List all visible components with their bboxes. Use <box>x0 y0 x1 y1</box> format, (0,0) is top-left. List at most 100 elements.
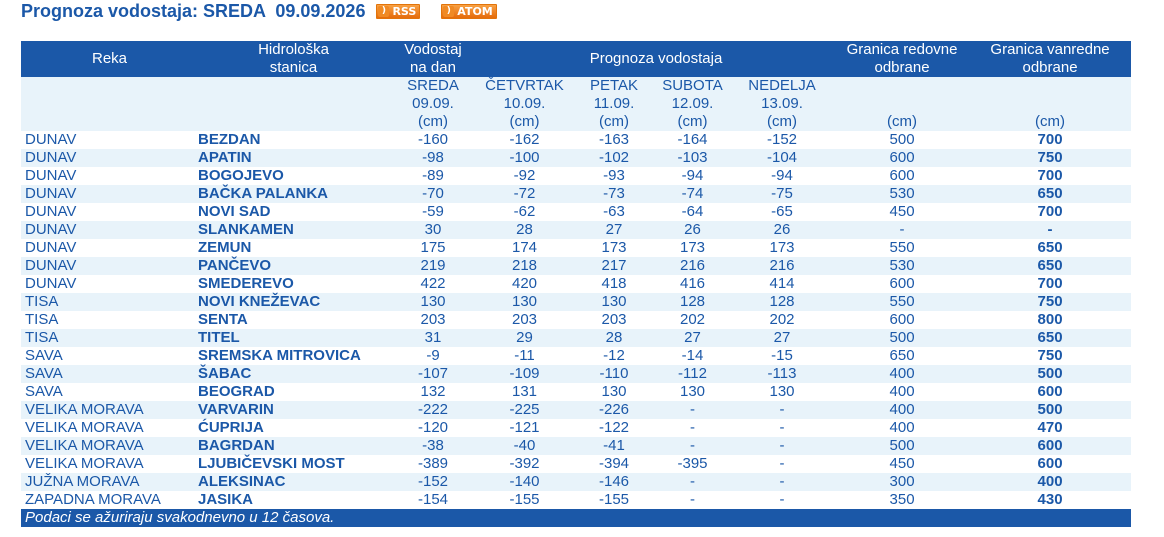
level-cell: -154 <box>389 491 477 509</box>
level-cell: 174 <box>477 239 572 257</box>
level-cell: -162 <box>477 131 572 149</box>
river-cell: DUNAV <box>21 275 198 293</box>
level-cell: 130 <box>572 293 656 311</box>
level-cell: -63 <box>572 203 656 221</box>
day-date: 10.09. <box>477 95 572 113</box>
level-cell: -104 <box>729 149 836 167</box>
river-cell: JUŽNA MORAVA <box>21 473 198 491</box>
level-cell: -110 <box>572 365 656 383</box>
regular-defense-cell: 600 <box>835 149 970 167</box>
level-cell: -94 <box>656 167 729 185</box>
emergency-defense-cell: 650 <box>969 329 1132 347</box>
level-cell: -222 <box>389 401 477 419</box>
level-cell: 218 <box>477 257 572 275</box>
unit-label: (cm) <box>835 113 970 131</box>
regular-defense-cell: 400 <box>835 365 970 383</box>
level-cell: -100 <box>477 149 572 167</box>
level-cell: 414 <box>729 275 836 293</box>
level-cell: -72 <box>477 185 572 203</box>
level-cell: -152 <box>389 473 477 491</box>
day-name: SUBOTA <box>656 77 729 95</box>
level-cell: 202 <box>656 311 729 329</box>
level-cell: 219 <box>389 257 477 275</box>
level-cell: 202 <box>729 311 836 329</box>
table-row: VELIKA MORAVA LJUBIČEVSKI MOST -389 -392 -39… <box>21 455 1132 473</box>
level-cell: -395 <box>656 455 729 473</box>
level-cell: -226 <box>572 401 656 419</box>
unit-label: (cm) <box>572 113 656 131</box>
level-cell: 420 <box>477 275 572 293</box>
level-cell: 418 <box>572 275 656 293</box>
level-cell: -163 <box>572 131 656 149</box>
day-name-row: SREDA ČETVRTAK PETAK SUBOTA NEDELJA <box>21 77 1132 95</box>
regular-defense-cell: 650 <box>835 347 970 365</box>
level-cell: -75 <box>729 185 836 203</box>
station-cell: JASIKA <box>198 491 389 509</box>
table-row: DUNAV SMEDEREVO 422 420 418 416 414 600 700 <box>21 275 1132 293</box>
river-cell: VELIKA MORAVA <box>21 419 198 437</box>
level-cell: 416 <box>656 275 729 293</box>
level-cell: - <box>656 491 729 509</box>
river-cell: SAVA <box>21 365 198 383</box>
level-cell: 29 <box>477 329 572 347</box>
level-cell: - <box>656 437 729 455</box>
river-cell: SAVA <box>21 347 198 365</box>
level-cell: 26 <box>729 221 836 239</box>
table-row: SAVA SREMSKA MITROVICA -9 -11 -12 -14 -15 650 75… <box>21 347 1132 365</box>
level-cell: 28 <box>477 221 572 239</box>
level-cell: - <box>729 473 836 491</box>
day-name: SREDA <box>389 77 477 95</box>
title-bar: Prognoza vodostaja: SREDA 09.09.2026 ) R… <box>21 0 497 22</box>
unit-label: (cm) <box>477 113 572 131</box>
emergency-defense-cell: 500 <box>969 365 1132 383</box>
table-row: JUŽNA MORAVA ALEKSINAC -152 -140 -146- -300 40… <box>21 473 1132 491</box>
emergency-defense-cell: 430 <box>969 491 1132 509</box>
level-cell: 130 <box>572 383 656 401</box>
level-cell: -107 <box>389 365 477 383</box>
atom-feed-button[interactable]: ) ATOM <box>441 3 497 19</box>
level-cell: -112 <box>656 365 729 383</box>
day-name: ČETVRTAK <box>477 77 572 95</box>
unit-label: (cm) <box>969 113 1132 131</box>
level-cell: - <box>729 455 836 473</box>
emergency-defense-cell: 470 <box>969 419 1132 437</box>
table-row: DUNAV BOGOJEVO -89 -92 -93 -94 -94 600 700 <box>21 167 1132 185</box>
level-cell: -102 <box>572 149 656 167</box>
regular-defense-cell: 530 <box>835 185 970 203</box>
level-cell: -64 <box>656 203 729 221</box>
emergency-defense-cell: 650 <box>969 257 1132 275</box>
regular-defense-cell: 300 <box>835 473 970 491</box>
level-cell: 216 <box>729 257 836 275</box>
atom-label: ATOM <box>457 4 493 18</box>
day-name: PETAK <box>572 77 656 95</box>
header-row: Reka Hidrološka stanica Vodostaj na dan … <box>21 41 1132 77</box>
level-cell: -11 <box>477 347 572 365</box>
level-cell: -394 <box>572 455 656 473</box>
level-cell: -40 <box>477 437 572 455</box>
level-cell: 203 <box>572 311 656 329</box>
table-row: DUNAV NOVI SAD -59 -62 -63 -64 -65 450 700 <box>21 203 1132 221</box>
regular-defense-cell: 350 <box>835 491 970 509</box>
table-row: SAVA ŠABAC -107 -109 -110 -112 -113 400 500 <box>21 365 1132 383</box>
station-cell: PANČEVO <box>198 257 389 275</box>
rss-feed-icon: ) <box>378 5 390 17</box>
level-cell: 130 <box>389 293 477 311</box>
level-cell: -59 <box>389 203 477 221</box>
emergency-defense-cell: 750 <box>969 149 1132 167</box>
level-cell: -98 <box>389 149 477 167</box>
regular-defense-cell: 400 <box>835 401 970 419</box>
regular-defense-cell: 550 <box>835 239 970 257</box>
level-cell: 131 <box>477 383 572 401</box>
rss-label: RSS <box>392 4 417 18</box>
table-row: VELIKA MORAVA VARVARIN -222 -225 -226- -400 50… <box>21 401 1132 419</box>
level-cell: -164 <box>656 131 729 149</box>
day-date-row: 09.09. 10.09. 11.09. 12.09. 13.09. <box>21 95 1132 113</box>
river-cell: VELIKA MORAVA <box>21 437 198 455</box>
level-cell: 132 <box>389 383 477 401</box>
river-cell: TISA <box>21 329 198 347</box>
level-cell: -14 <box>656 347 729 365</box>
river-cell: SAVA <box>21 383 198 401</box>
rss-feed-button[interactable]: ) RSS <box>376 3 421 19</box>
regular-defense-cell: 500 <box>835 437 970 455</box>
level-cell: 216 <box>656 257 729 275</box>
